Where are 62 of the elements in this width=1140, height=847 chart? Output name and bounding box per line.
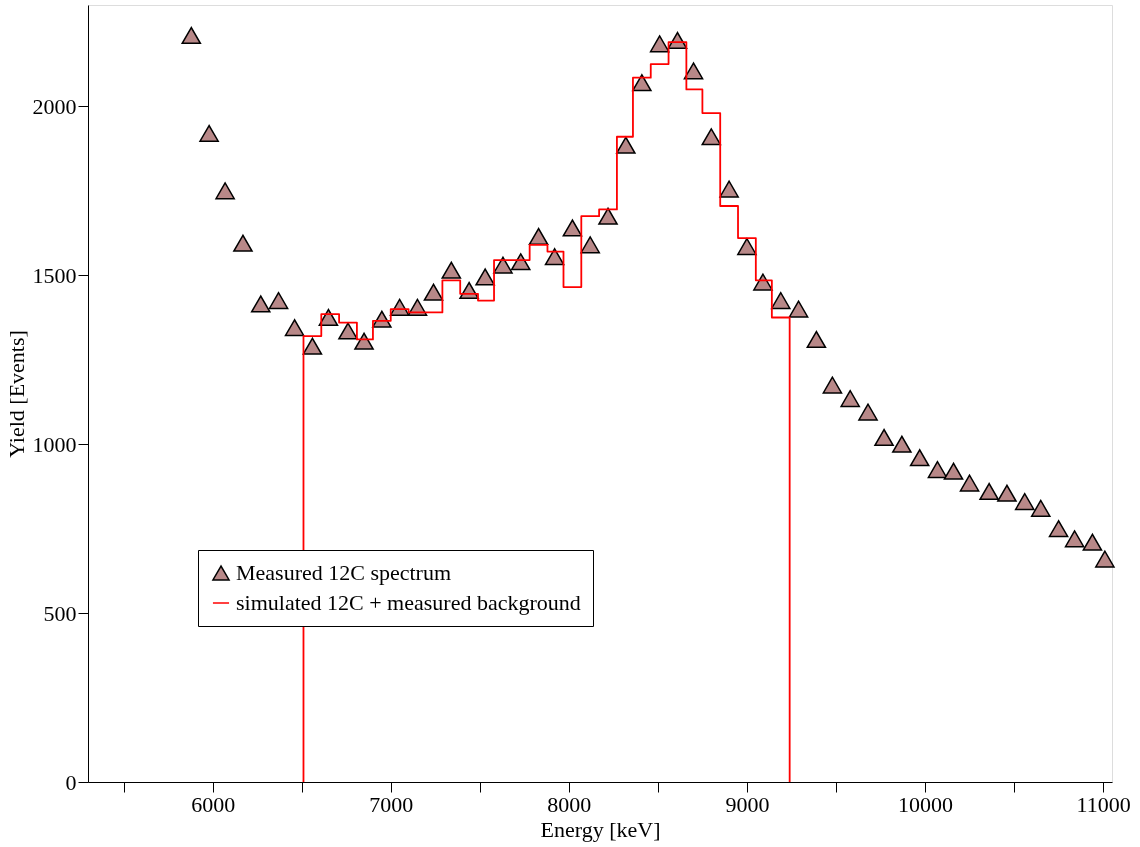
point bbox=[215, 182, 235, 200]
legend-label: Measured 12C spectrum bbox=[236, 560, 452, 585]
y-axis-title: Yield [Events] bbox=[3, 330, 29, 458]
point bbox=[1030, 499, 1051, 517]
y-tick-label: 500 bbox=[43, 600, 77, 626]
point bbox=[268, 291, 289, 310]
point bbox=[788, 300, 809, 318]
x-tick-label: 8000 bbox=[547, 791, 592, 817]
point bbox=[441, 261, 462, 279]
x-tick-label: 9000 bbox=[725, 791, 770, 817]
point bbox=[927, 460, 948, 479]
legend-label: simulated 12C + measured background bbox=[236, 590, 581, 615]
x-tick-label: 6000 bbox=[191, 791, 236, 817]
point bbox=[615, 136, 636, 154]
point bbox=[840, 389, 861, 408]
point bbox=[199, 124, 219, 142]
point bbox=[423, 283, 444, 301]
point bbox=[943, 462, 964, 480]
point bbox=[1064, 530, 1085, 548]
point bbox=[181, 26, 202, 45]
point bbox=[822, 376, 843, 394]
point bbox=[354, 332, 374, 350]
point bbox=[997, 484, 1017, 502]
x-axis-title: Energy [keV] bbox=[540, 816, 661, 842]
point bbox=[959, 474, 980, 492]
y-tick-label: 2000 bbox=[32, 93, 77, 119]
point bbox=[909, 449, 930, 467]
point bbox=[1048, 520, 1069, 538]
point bbox=[284, 319, 305, 337]
x-tick-label: 10000 bbox=[898, 791, 954, 817]
point bbox=[475, 268, 495, 286]
point bbox=[753, 273, 773, 291]
point bbox=[250, 295, 271, 313]
point bbox=[580, 236, 601, 254]
x-tick-label: 11000 bbox=[1076, 791, 1131, 817]
x-tick-label: 7000 bbox=[369, 791, 414, 817]
point bbox=[719, 180, 739, 198]
point bbox=[598, 207, 618, 225]
point bbox=[632, 74, 652, 92]
point bbox=[737, 237, 757, 256]
point bbox=[649, 35, 670, 53]
point bbox=[858, 403, 878, 421]
y-tick-label: 1000 bbox=[32, 431, 77, 457]
point bbox=[1095, 550, 1115, 568]
point bbox=[233, 234, 253, 252]
point bbox=[683, 62, 704, 80]
point bbox=[874, 428, 894, 447]
point bbox=[562, 219, 583, 237]
y-tick-label: 1500 bbox=[32, 262, 77, 288]
point bbox=[1014, 492, 1035, 511]
point bbox=[302, 337, 323, 355]
point bbox=[701, 128, 722, 146]
point bbox=[806, 330, 827, 349]
point bbox=[1082, 533, 1103, 551]
point bbox=[528, 227, 549, 246]
point bbox=[979, 482, 999, 501]
point bbox=[892, 435, 912, 453]
point bbox=[493, 256, 513, 274]
point bbox=[544, 248, 565, 266]
point bbox=[770, 291, 791, 310]
point bbox=[338, 322, 358, 340]
y-tick-label: 0 bbox=[65, 769, 77, 795]
